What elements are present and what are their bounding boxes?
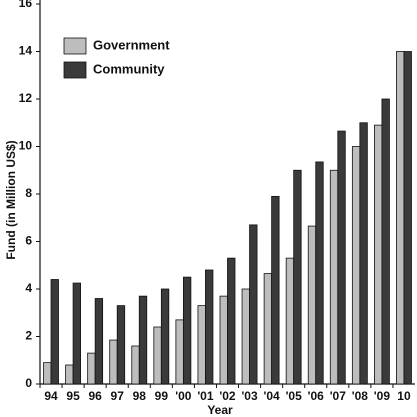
x-tick-label: '08 bbox=[352, 389, 369, 403]
bar bbox=[285, 257, 295, 385]
bar bbox=[65, 364, 74, 385]
legend-label: Government bbox=[93, 37, 170, 52]
legend-label: Community bbox=[93, 61, 165, 76]
bar bbox=[396, 51, 405, 385]
y-tick-label: 12 bbox=[19, 91, 33, 105]
y-tick-label: 2 bbox=[25, 329, 32, 343]
legend-swatch bbox=[63, 61, 87, 79]
x-tick-label: 97 bbox=[111, 389, 125, 403]
bar bbox=[315, 161, 324, 385]
y-tick-label: 16 bbox=[19, 0, 33, 10]
y-tick-label: 4 bbox=[25, 281, 32, 295]
x-tick-label: '03 bbox=[241, 389, 258, 403]
x-tick-label: 94 bbox=[44, 389, 58, 403]
bar bbox=[271, 195, 280, 385]
bar bbox=[351, 146, 361, 385]
bar bbox=[329, 169, 339, 385]
bar bbox=[72, 282, 81, 385]
bar bbox=[87, 352, 96, 385]
bar bbox=[138, 295, 148, 385]
x-tick-label: 10 bbox=[397, 389, 411, 403]
bar bbox=[94, 298, 104, 385]
x-tick-label: 96 bbox=[88, 389, 102, 403]
x-tick-label: '04 bbox=[264, 389, 281, 403]
x-tick-label: '00 bbox=[175, 389, 192, 403]
bar bbox=[227, 257, 236, 385]
bar bbox=[359, 122, 368, 385]
x-tick-label: 98 bbox=[133, 389, 147, 403]
bar bbox=[241, 288, 250, 385]
bar bbox=[153, 326, 162, 385]
bar bbox=[182, 276, 192, 385]
x-tick-label: '07 bbox=[330, 389, 347, 403]
bar bbox=[403, 51, 412, 385]
y-tick-label: 6 bbox=[25, 234, 32, 248]
y-tick-label: 10 bbox=[19, 139, 33, 153]
x-tick-label: '09 bbox=[374, 389, 391, 403]
bar bbox=[197, 305, 206, 385]
bar bbox=[109, 339, 118, 385]
y-tick-label: 0 bbox=[25, 376, 32, 390]
bar bbox=[175, 319, 184, 385]
bar bbox=[43, 362, 52, 385]
bar bbox=[263, 273, 273, 385]
x-axis-label: Year bbox=[207, 403, 233, 417]
y-tick-label: 8 bbox=[25, 186, 32, 200]
x-tick-label: '05 bbox=[286, 389, 303, 403]
legend-swatch bbox=[63, 37, 87, 55]
x-tick-label: '02 bbox=[219, 389, 236, 403]
bar bbox=[381, 98, 390, 385]
x-tick-label: 99 bbox=[155, 389, 169, 403]
bar bbox=[160, 288, 170, 385]
bar bbox=[131, 345, 140, 385]
bar bbox=[374, 124, 383, 385]
bar bbox=[50, 279, 59, 385]
bar bbox=[337, 130, 346, 385]
x-tick-label: 95 bbox=[66, 389, 80, 403]
bar bbox=[219, 295, 228, 385]
y-tick-label: 14 bbox=[19, 44, 33, 58]
x-tick-label: '01 bbox=[197, 389, 214, 403]
bar bbox=[293, 169, 302, 385]
y-axis-label: Fund (in Million US$) bbox=[4, 140, 18, 259]
x-tick-label: '06 bbox=[308, 389, 325, 403]
bar bbox=[116, 305, 126, 385]
bar bbox=[205, 269, 214, 385]
bar bbox=[249, 224, 258, 385]
bar bbox=[307, 225, 317, 385]
